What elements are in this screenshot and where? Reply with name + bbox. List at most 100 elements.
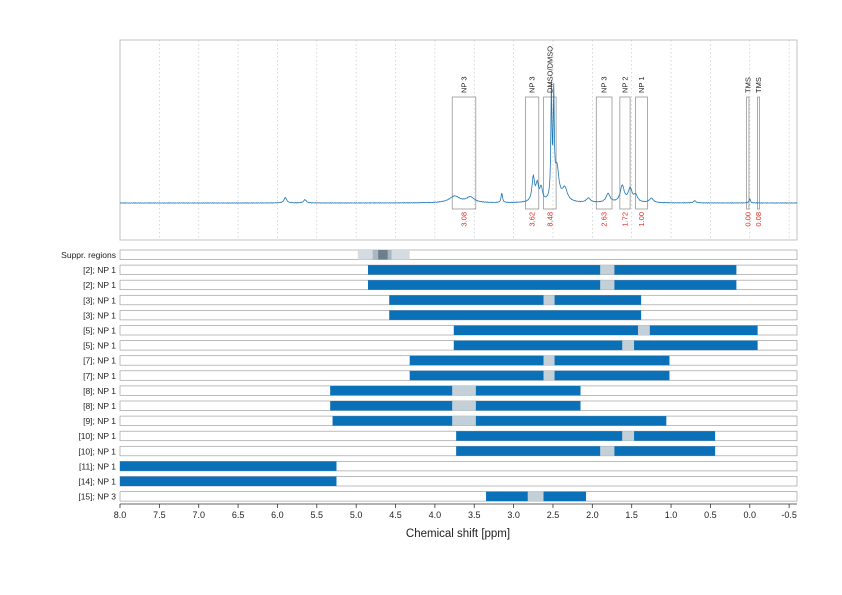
x-tick-label: 1.0	[665, 510, 678, 520]
range-bar	[120, 461, 337, 471]
row-label: [11]; NP 1	[79, 461, 116, 471]
range-bar	[389, 310, 642, 320]
range-bar	[554, 370, 670, 381]
x-tick-label: 6.0	[271, 510, 284, 520]
x-tick-label: 0.5	[704, 510, 717, 520]
row-label: [10]; NP 1	[78, 431, 116, 441]
x-tick-label: 6.5	[232, 510, 245, 520]
row-label: [10]; NP 1	[78, 446, 116, 456]
integral-value: 8.48	[545, 212, 554, 227]
suppression-region-core	[378, 250, 388, 260]
x-tick-label: 3.0	[507, 510, 520, 520]
x-tick-label: -0.5	[781, 510, 797, 520]
x-tick-label: 2.5	[547, 510, 560, 520]
x-tick-label: 7.0	[192, 510, 205, 520]
range-bar	[453, 340, 623, 351]
annotation-labels: NP 3 3.08 NP 3 3.62 DMSO/DMSO 8.48 NP 3 2.63 NP …	[460, 46, 764, 227]
range-gap	[622, 431, 635, 441]
range-gap	[600, 265, 615, 275]
integral-value: 1.72	[621, 212, 630, 227]
range-bar	[486, 491, 528, 502]
integral-value: 3.62	[528, 212, 537, 227]
row-label: [15]; NP 3	[78, 492, 116, 502]
annotation-label: NP 2	[621, 76, 630, 93]
range-bar	[475, 385, 581, 396]
x-tick-label: 4.0	[429, 510, 442, 520]
annotation-label: NP 3	[460, 76, 469, 93]
grid	[119, 40, 790, 240]
row-label: [8]; NP 1	[83, 401, 116, 411]
annotation-box	[451, 96, 477, 210]
annotation-box	[757, 96, 760, 210]
range-bar	[120, 476, 337, 486]
integral-value: 3.08	[460, 212, 469, 227]
range-bar	[456, 446, 601, 456]
row-label: [3]; NP 1	[83, 310, 116, 320]
range-bar	[453, 325, 638, 335]
x-tick-label: 4.5	[389, 510, 402, 520]
range-gap	[527, 491, 544, 502]
range-bar	[475, 401, 581, 411]
range-gap	[543, 355, 555, 366]
range-bar	[554, 355, 670, 366]
range-bar	[389, 295, 544, 305]
row-frame	[119, 491, 798, 502]
annotation-box	[619, 96, 631, 210]
range-bar	[614, 446, 716, 456]
range-bar	[409, 370, 544, 381]
suppression-row-frame	[119, 249, 798, 260]
range-gap	[637, 325, 650, 335]
range-gap	[600, 446, 615, 456]
row-label: [2]; NP 1	[83, 265, 116, 275]
annotation-box	[543, 96, 557, 210]
x-axis-label: Chemical shift [ppm]	[406, 528, 510, 540]
range-bar	[614, 280, 737, 290]
range-bar	[543, 491, 587, 502]
range-bar	[456, 431, 623, 441]
x-tick-label: 2.0	[586, 510, 599, 520]
x-tick-label: 0.0	[744, 510, 757, 520]
integral-value: 0.00	[743, 212, 752, 227]
integral-value: 1.00	[637, 212, 646, 227]
range-gap	[452, 416, 476, 426]
range-gap	[600, 280, 615, 290]
integral-value: 2.63	[600, 212, 609, 227]
range-bar	[634, 431, 716, 441]
row-label: [2]; NP 1	[83, 280, 116, 290]
row-label: [7]; NP 1	[83, 371, 116, 381]
x-tick-label: 7.5	[153, 510, 166, 520]
annotation-label: NP 3	[528, 76, 537, 93]
annotation-label: NP 3	[600, 76, 609, 93]
annotation-box	[635, 96, 648, 210]
annotation-box	[525, 96, 540, 210]
x-tick-label: 5.5	[311, 510, 324, 520]
integral-value: 0.08	[754, 212, 763, 227]
annotation-box	[746, 96, 750, 210]
row-label: [7]; NP 1	[83, 356, 116, 366]
range-bar	[367, 265, 601, 275]
x-tick-label: 1.5	[625, 510, 638, 520]
range-bar	[649, 325, 758, 335]
x-tick-label: 3.5	[468, 510, 481, 520]
spectrum-panel	[119, 39, 798, 241]
range-bar	[367, 280, 601, 290]
range-rows: Suppr. regions [2]; NP 1 [2]; NP 1 [3]; NP …	[61, 249, 798, 502]
annotation-label: NP 1	[637, 76, 646, 93]
range-bar	[475, 416, 667, 426]
row-label: [3]; NP 1	[83, 295, 116, 305]
range-gap	[543, 370, 555, 381]
range-gap	[452, 385, 476, 396]
row-label: [9]; NP 1	[83, 416, 116, 426]
range-bar	[409, 355, 544, 366]
x-tick-label: 5.0	[350, 510, 363, 520]
range-gap	[543, 295, 555, 305]
row-label: [5]; NP 1	[83, 341, 116, 351]
spectrum-line	[119, 80, 798, 204]
x-axis: 8.0 7.5 7.0 6.5 6.0 5.5 5.0 4.5 4.0 3.5 3.0 2.5 2.0 1…	[114, 503, 797, 520]
annotation-label: TMS	[754, 77, 763, 93]
annotation-label: DMSO/DMSO	[545, 46, 554, 93]
annotation-label: TMS	[743, 77, 752, 93]
range-bar	[330, 401, 453, 411]
row-label: [14]; NP 1	[78, 477, 116, 487]
